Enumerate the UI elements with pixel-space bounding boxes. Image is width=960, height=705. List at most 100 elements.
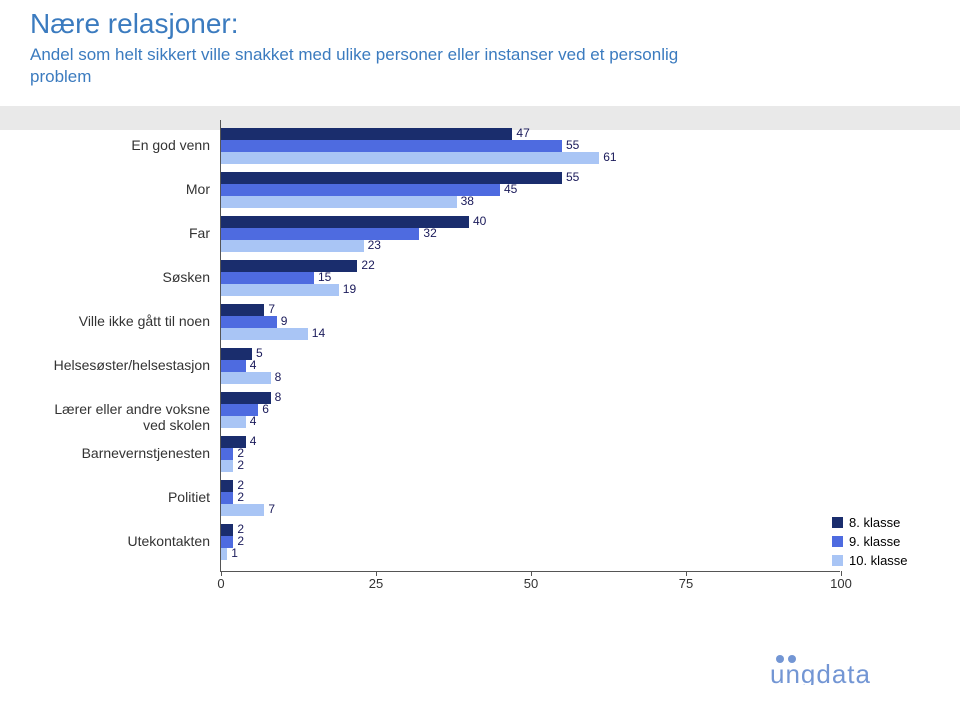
bar-value: 61 bbox=[603, 150, 616, 164]
bar-value: 4 bbox=[250, 434, 257, 448]
bar-row: 32 bbox=[221, 228, 840, 240]
bar bbox=[221, 128, 512, 140]
bar-row: 4 bbox=[221, 416, 840, 428]
bar-row: 38 bbox=[221, 196, 840, 208]
page-title: Nære relasjoner: bbox=[30, 8, 239, 40]
bar bbox=[221, 548, 227, 560]
axis-tick-label: 100 bbox=[830, 576, 852, 591]
bar-value: 15 bbox=[318, 270, 331, 284]
bar bbox=[221, 316, 277, 328]
bar-row: 6 bbox=[221, 404, 840, 416]
legend-swatch bbox=[832, 517, 843, 528]
plot-area: 4755615545384032232215197914548864422227… bbox=[220, 120, 840, 572]
bar-value: 4 bbox=[250, 358, 257, 372]
bar-group: 22 7 bbox=[221, 480, 840, 522]
bar bbox=[221, 480, 233, 492]
bar-row: 61 bbox=[221, 152, 840, 164]
bar-row: 15 bbox=[221, 272, 840, 284]
category-label: Barnevernstjenesten bbox=[30, 445, 210, 461]
bar bbox=[221, 196, 457, 208]
bar-group: 864 bbox=[221, 392, 840, 434]
bar-row: 55 bbox=[221, 140, 840, 152]
bar bbox=[221, 140, 562, 152]
bar-group: 22 15 19 bbox=[221, 260, 840, 302]
bar bbox=[221, 304, 264, 316]
bar-value: 2 bbox=[237, 490, 244, 504]
bar-group: 47 55 61 bbox=[221, 128, 840, 170]
bar bbox=[221, 372, 271, 384]
bar-value: 55 bbox=[566, 138, 579, 152]
category-label: Mor bbox=[30, 181, 210, 197]
bar-row: 22 bbox=[221, 260, 840, 272]
bar bbox=[221, 260, 357, 272]
legend: 8. klasse 9. klasse 10. klasse bbox=[832, 515, 908, 572]
legend-label: 10. klasse bbox=[849, 553, 908, 568]
bar-value: 4 bbox=[250, 414, 257, 428]
axis-tick-label: 0 bbox=[217, 576, 224, 591]
bar-value: 2 bbox=[237, 534, 244, 548]
bar-value: 6 bbox=[262, 402, 269, 416]
bar-row: 19 bbox=[221, 284, 840, 296]
legend-label: 9. klasse bbox=[849, 534, 900, 549]
category-label: Ville ikke gått til noen bbox=[30, 313, 210, 329]
bar bbox=[221, 416, 246, 428]
bar-row: 2 bbox=[221, 460, 840, 472]
bar bbox=[221, 360, 246, 372]
category-label: En god venn bbox=[30, 137, 210, 153]
bar-group: 54 8 bbox=[221, 348, 840, 390]
bar-value: 7 bbox=[268, 502, 275, 516]
bar-row: 5 bbox=[221, 348, 840, 360]
bar bbox=[221, 524, 233, 536]
bar-group: 40 3223 bbox=[221, 216, 840, 258]
category-label: Utekontakten bbox=[30, 533, 210, 549]
bar bbox=[221, 152, 599, 164]
legend-swatch bbox=[832, 536, 843, 547]
bar-row: 14 bbox=[221, 328, 840, 340]
category-label: Politiet bbox=[30, 489, 210, 505]
bar-row: 2 bbox=[221, 536, 840, 548]
bar bbox=[221, 348, 252, 360]
legend-item: 10. klasse bbox=[832, 553, 908, 568]
bar-row: 2 bbox=[221, 524, 840, 536]
bar-row: 7 bbox=[221, 504, 840, 516]
legend-item: 9. klasse bbox=[832, 534, 908, 549]
bar bbox=[221, 328, 308, 340]
bar-value: 32 bbox=[423, 226, 436, 240]
bar-value: 22 bbox=[361, 258, 374, 272]
bar-value: 2 bbox=[237, 458, 244, 472]
bar-group: 55 4538 bbox=[221, 172, 840, 214]
bar-value: 9 bbox=[281, 314, 288, 328]
logo: ungdata bbox=[770, 653, 930, 685]
bar-value: 19 bbox=[343, 282, 356, 296]
bar-group: 79 14 bbox=[221, 304, 840, 346]
bar-row: 45 bbox=[221, 184, 840, 196]
bar bbox=[221, 184, 500, 196]
bar-row: 2 bbox=[221, 480, 840, 492]
logo-text: ungdata bbox=[770, 659, 871, 685]
category-label: Far bbox=[30, 225, 210, 241]
bar-value: 8 bbox=[275, 370, 282, 384]
bar bbox=[221, 228, 419, 240]
bar-value: 1 bbox=[231, 546, 238, 560]
bar-row: 8 bbox=[221, 372, 840, 384]
bar-row: 47 bbox=[221, 128, 840, 140]
bar-value: 8 bbox=[275, 390, 282, 404]
bar-row: 4 bbox=[221, 436, 840, 448]
bar-value: 55 bbox=[566, 170, 579, 184]
legend-swatch bbox=[832, 555, 843, 566]
category-label: Lærer eller andre voksne ved skolen bbox=[30, 401, 210, 433]
bar-row: 55 bbox=[221, 172, 840, 184]
axis-tick-label: 25 bbox=[369, 576, 383, 591]
bar-row: 2 bbox=[221, 492, 840, 504]
bar-value: 40 bbox=[473, 214, 486, 228]
bar bbox=[221, 460, 233, 472]
bar-row: 40 bbox=[221, 216, 840, 228]
bar-group: 221 bbox=[221, 524, 840, 566]
bar-value: 47 bbox=[516, 126, 529, 140]
bar-value: 14 bbox=[312, 326, 325, 340]
legend-label: 8. klasse bbox=[849, 515, 900, 530]
category-label: Helsesøster/helsestasjon bbox=[30, 357, 210, 373]
bar-row: 7 bbox=[221, 304, 840, 316]
bar-row: 23 bbox=[221, 240, 840, 252]
bar-value: 45 bbox=[504, 182, 517, 196]
